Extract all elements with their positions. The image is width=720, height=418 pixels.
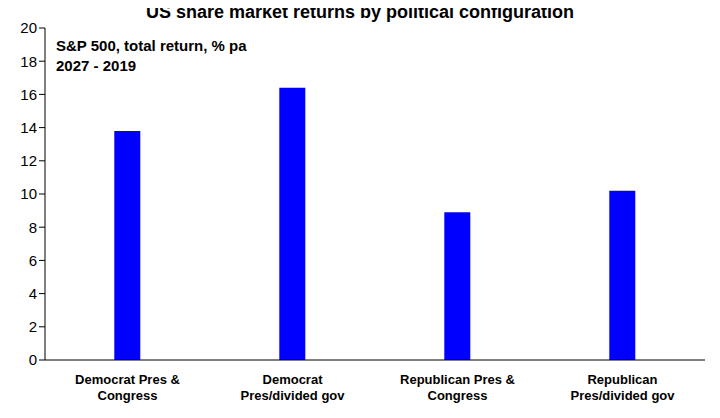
html-text:2027 - 2019: 2027 - 2019 bbox=[56, 57, 137, 74]
svg-text:18: 18 bbox=[20, 53, 37, 70]
svg-text:0: 0 bbox=[29, 351, 37, 368]
svg-text:8: 8 bbox=[29, 219, 37, 236]
html-text:US share market returns by pol: US share market returns by political con… bbox=[145, 2, 574, 22]
svg-text:Republican Pres &Congress: Republican Pres &Congress bbox=[400, 372, 515, 403]
svg-text:6: 6 bbox=[29, 252, 37, 269]
svg-text:14: 14 bbox=[20, 119, 37, 136]
svg-text:2: 2 bbox=[29, 318, 37, 335]
svg-text:4: 4 bbox=[29, 285, 37, 302]
svg-text:DemocratPres/divided gov: DemocratPres/divided gov bbox=[240, 372, 345, 403]
svg-text:16: 16 bbox=[20, 86, 37, 103]
html-text:S&P 500, total return, % pa: S&P 500, total return, % pa bbox=[56, 37, 247, 54]
svg-text:Democrat Pres &Congress: Democrat Pres &Congress bbox=[75, 372, 180, 403]
svg-text:RepublicanPres/divided gov: RepublicanPres/divided gov bbox=[570, 372, 675, 403]
svg-text:12: 12 bbox=[20, 152, 37, 169]
svg-text:10: 10 bbox=[20, 185, 37, 202]
svg-text:20: 20 bbox=[20, 19, 37, 36]
